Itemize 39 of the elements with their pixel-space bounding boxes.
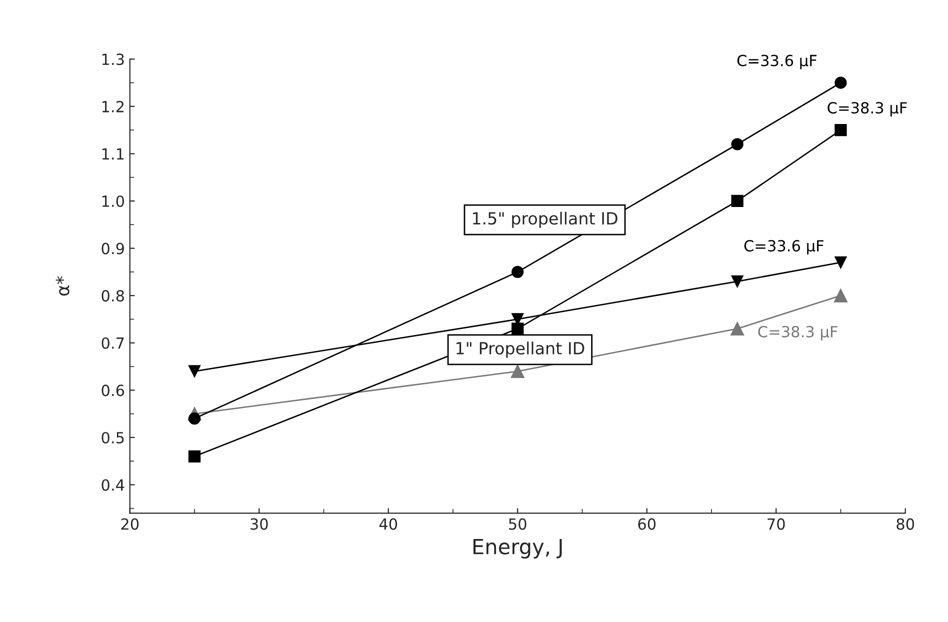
y-tick-label: 0.4 [102, 479, 124, 491]
point [731, 138, 744, 150]
y-tick-label: 0.5 [102, 432, 124, 444]
y-tick-label: 1.3 [102, 54, 124, 66]
y-tick-label: 0.6 [102, 384, 124, 396]
x-tick-label: 80 [896, 518, 914, 530]
point [188, 450, 201, 462]
series-label: C=33.6 µF [744, 240, 824, 255]
point [834, 124, 847, 136]
point [834, 288, 848, 302]
x-tick-label: 60 [638, 518, 656, 530]
x-axis-title: Energy, J [473, 538, 562, 559]
annotation: 1.5" propellant ID [472, 212, 618, 228]
x-tick-label: 70 [768, 518, 785, 530]
series-label: C=38.3 µF [828, 102, 907, 117]
annotation: 1" Propellant ID [456, 342, 584, 358]
series-label: C=33.6 µF [737, 54, 817, 70]
y-tick-label: 1.1 [102, 148, 124, 160]
x-tick-label: 50 [509, 518, 526, 530]
y-tick-label: 0.8 [102, 290, 124, 302]
point [834, 76, 847, 89]
series-label: C=38.3 µF [758, 326, 838, 340]
point [512, 322, 524, 335]
x-tick-label: 30 [250, 518, 268, 530]
point [731, 194, 744, 208]
y-tick-label: 1.2 [102, 100, 124, 112]
y-axis-title: α* [56, 276, 70, 296]
point [188, 365, 201, 378]
point [730, 322, 744, 336]
y-tick-label: 0.7 [102, 337, 124, 349]
point [731, 275, 744, 288]
point [834, 256, 847, 269]
point [510, 364, 524, 378]
y-tick-label: 0.9 [102, 242, 124, 254]
point [512, 266, 524, 278]
point [188, 412, 201, 425]
x-tick-label: 40 [379, 518, 398, 530]
x-tick-label: 20 [121, 518, 139, 530]
y-tick-label: 1.0 [102, 195, 124, 208]
